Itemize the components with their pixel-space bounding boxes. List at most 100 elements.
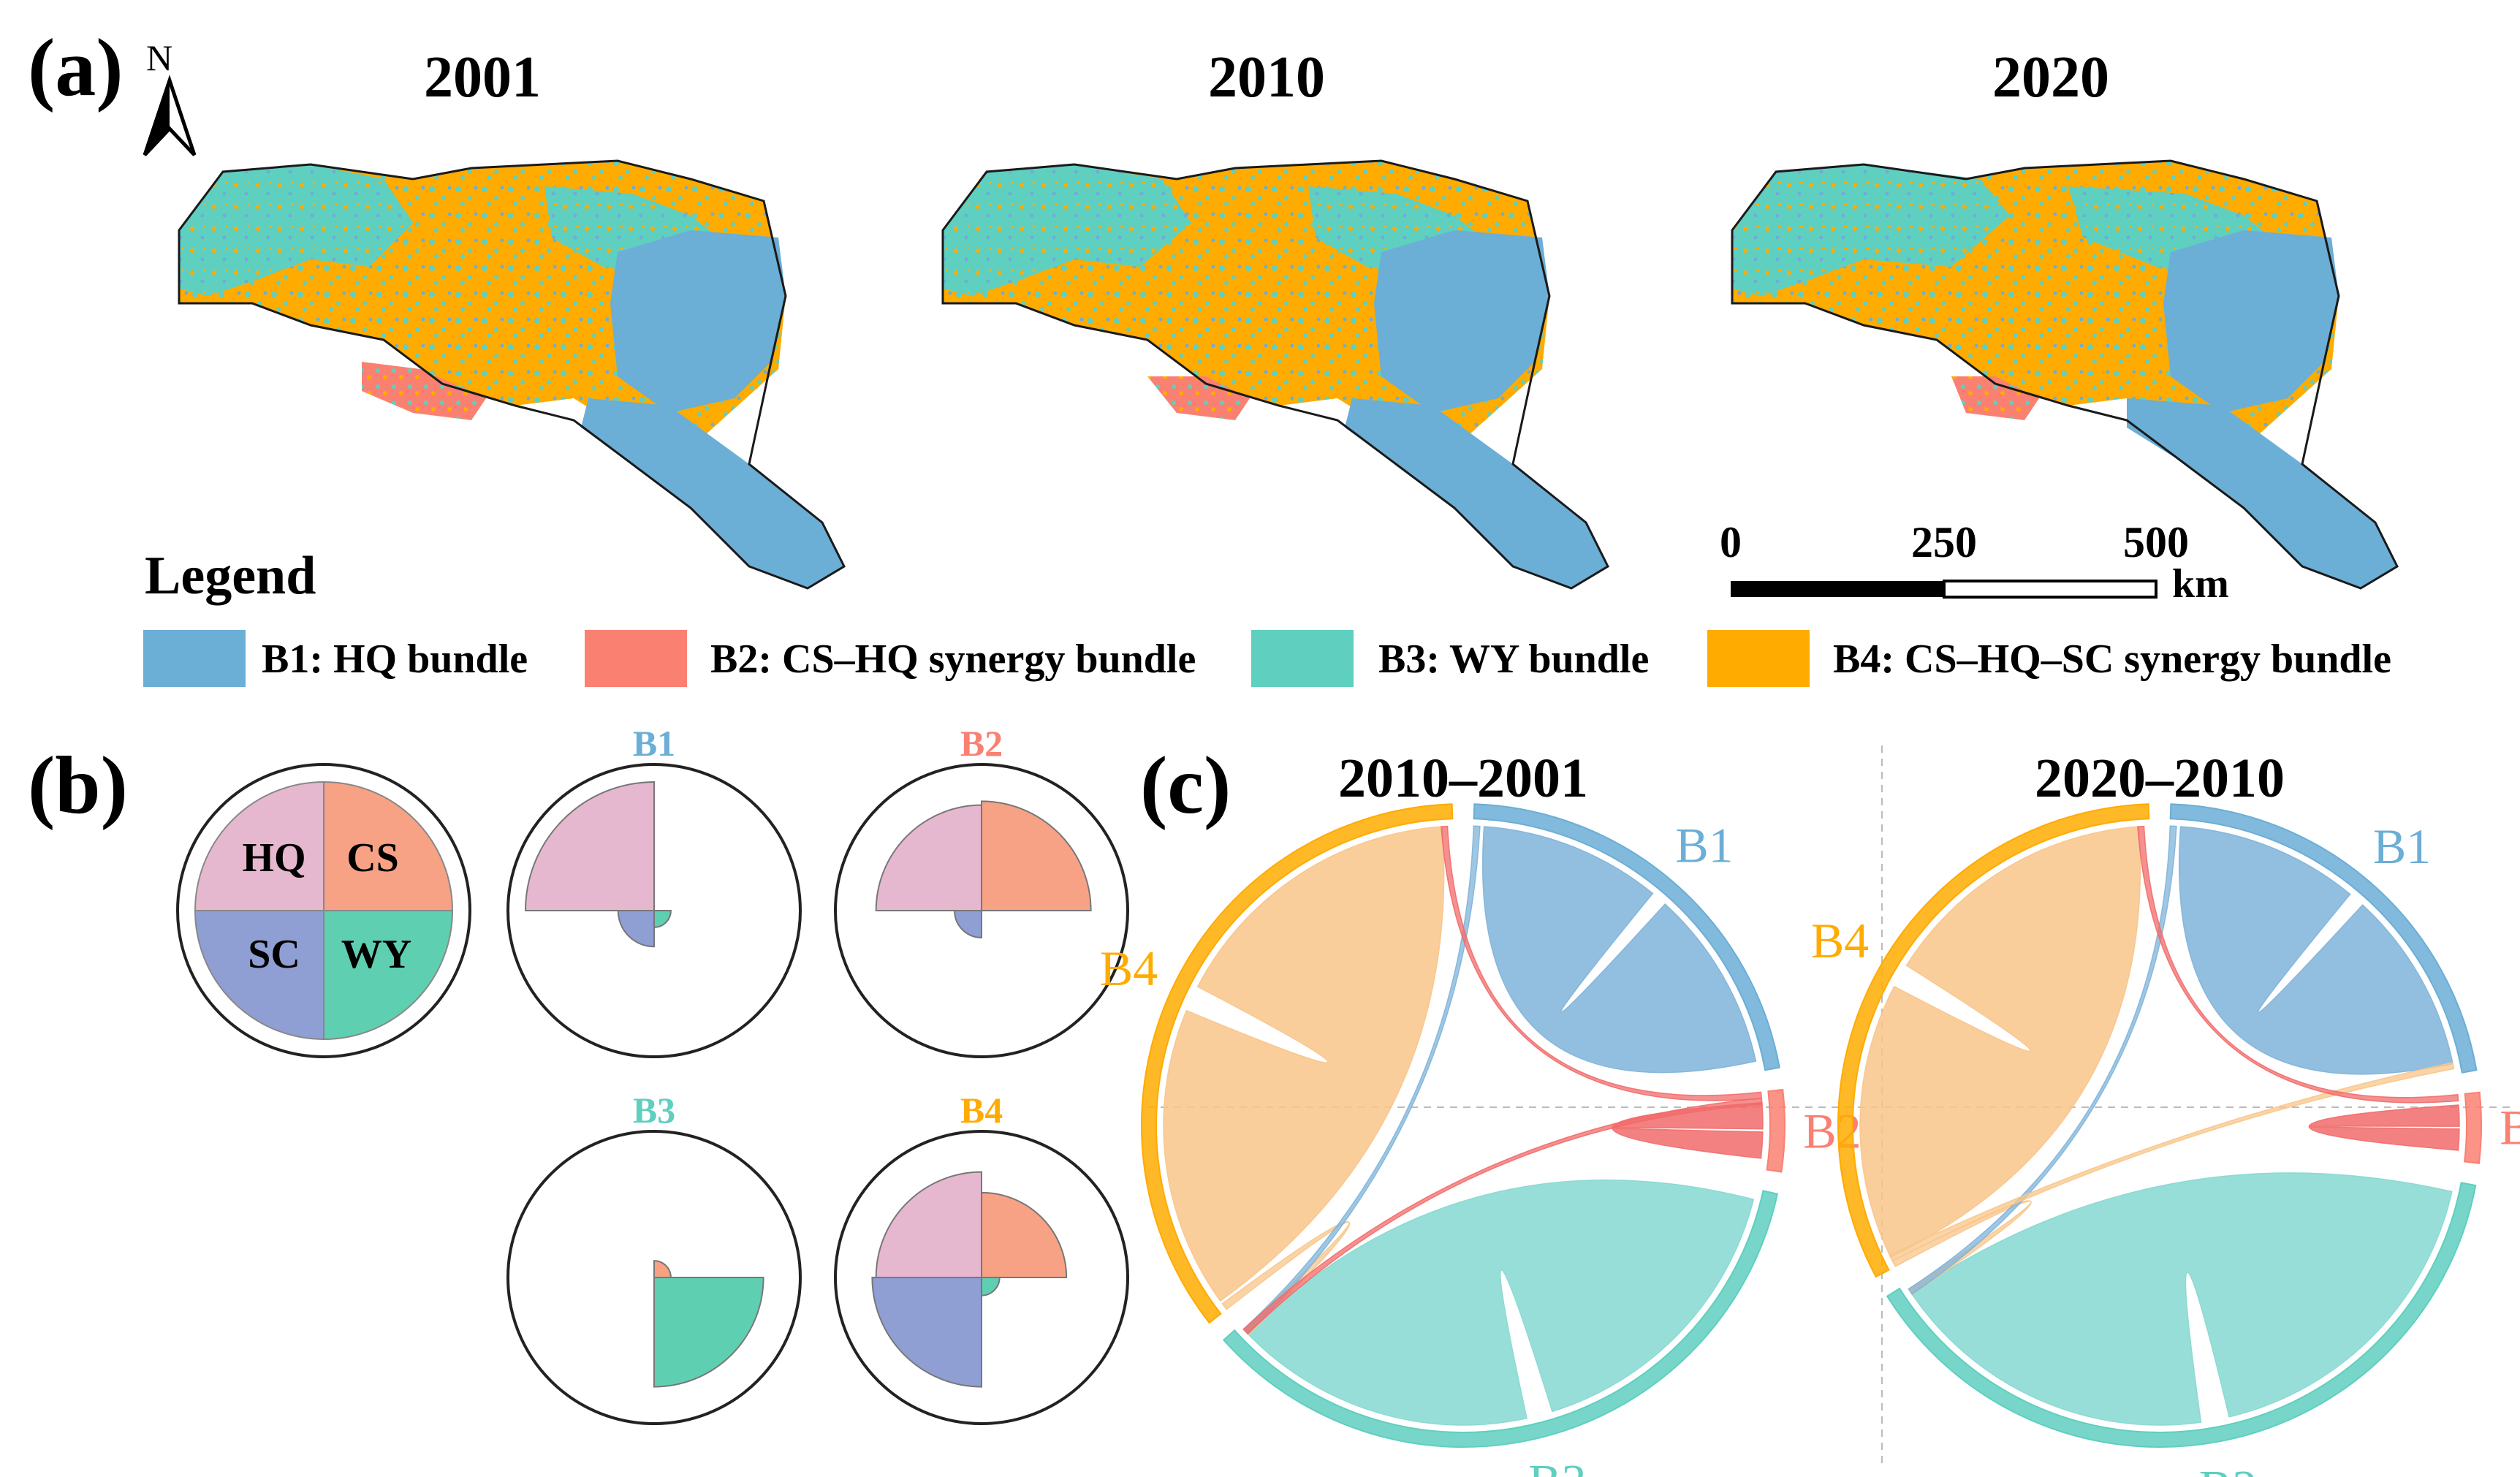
rose-sector-hq <box>875 1171 982 1278</box>
region-b1-east <box>2163 230 2339 413</box>
scale-bar-black <box>1731 581 1944 597</box>
key-label-hq: HQ <box>242 835 305 881</box>
key-label-sc: SC <box>248 932 300 977</box>
legend-label-b3: B3: WY bundle <box>1378 637 1649 682</box>
region-b3-west <box>1732 164 2010 296</box>
key-rose-chart: HQ CS SC WY <box>176 763 471 1058</box>
chord-ribbon-b1-b1 <box>2178 826 2454 1075</box>
key-quadrant-sc <box>194 910 325 1041</box>
region-b2-south <box>1951 376 2039 420</box>
rose-sector-wy <box>653 910 672 928</box>
rose-sector-cs <box>981 800 1092 911</box>
chord-title-2: 2020–2010 <box>2035 748 2285 809</box>
chord-ribbon-b4-b4 <box>1859 826 2141 1258</box>
north-label: N <box>146 37 172 78</box>
panel-b-label: (b) <box>28 740 128 831</box>
chord-arc-b4 <box>1837 803 2150 1278</box>
chord-ribbon-b1-b1 <box>1481 826 1757 1074</box>
scale-bar: 0 250 500 km <box>1720 518 2229 607</box>
map-year-2001: 2001 <box>424 45 541 110</box>
chord-ribbon-b2-b4 <box>1441 825 1763 1101</box>
region-b2-south <box>362 362 486 420</box>
bundle-map-2001 <box>178 159 846 590</box>
chord-ribbon-b3-b3 <box>1910 1172 2453 1426</box>
chord-label-b4: B4 <box>1811 913 1869 968</box>
legend-label-b2: B2: CS–HQ synergy bundle <box>710 637 1196 682</box>
key-label-wy: WY <box>341 932 411 977</box>
chord-arc-b2 <box>2463 1091 2482 1164</box>
chord-title-1: 2010–2001 <box>1338 748 1588 809</box>
chord-label-b1: B1 <box>1675 818 1733 873</box>
legend-swatch-b2 <box>585 630 687 687</box>
chord-ribbon-b4-b4 <box>1163 826 1445 1302</box>
north-arrow: N <box>143 37 197 156</box>
key-label-cs: CS <box>346 835 399 881</box>
chord-arc-b4 <box>1141 803 1454 1324</box>
legend-label-b4: B4: CS–HQ–SC synergy bundle <box>1833 637 2391 682</box>
region-b3-west <box>943 164 1191 296</box>
chord-arc-b2 <box>1766 1088 1786 1173</box>
rose-title-b1: B1 <box>633 723 675 764</box>
chord-ribbon-b2-b4 <box>2137 825 2459 1104</box>
legend-label-b1: B1: HQ bundle <box>262 637 528 682</box>
chord-ribbon-b1-b3 <box>1908 825 2177 1295</box>
rose-chart-b1: B1 <box>506 723 802 1058</box>
key-quadrant-hq <box>194 781 325 911</box>
region-b1-tail <box>2127 398 2397 588</box>
rose-sector-wy <box>981 1277 1001 1296</box>
region-b1-tail <box>1345 398 1608 588</box>
region-b1-east <box>1374 230 1549 413</box>
panel-a-label: (a) <box>28 23 124 113</box>
rose-chart-b4: B4 <box>834 1090 1129 1425</box>
bundle-map-2020 <box>1731 159 2399 590</box>
chord-arc-b1 <box>2169 803 2478 1074</box>
panel-a: (a) N 2001 2010 2020 <box>28 23 2399 687</box>
legend-title: Legend <box>145 546 316 606</box>
chord-label-b3: B3 <box>1528 1454 1586 1477</box>
chord-label-b2: B2 <box>2500 1100 2520 1155</box>
map-outline <box>1731 159 2399 590</box>
chord-arc-b3 <box>1886 1182 2477 1448</box>
scale-tick-500: 500 <box>2123 518 2189 566</box>
rose-sector-wy <box>653 1277 764 1388</box>
legend-swatch-b4 <box>1707 630 1810 687</box>
chord-arc-b1 <box>1473 803 1780 1071</box>
chord-diagram-2: B1 B2 B3 B4 <box>1811 803 2520 1477</box>
legend: Legend B1: HQ bundle B2: CS–HQ synergy b… <box>143 546 2391 687</box>
chord-ribbon-b2-b3 <box>1242 1098 1763 1335</box>
rose-chart-b2: B2 <box>834 723 1129 1058</box>
rose-sector-sc <box>617 910 655 948</box>
rose-sector-cs <box>981 1191 1068 1278</box>
rose-title-b4: B4 <box>960 1090 1003 1131</box>
rose-chart-b3: B3 <box>506 1090 802 1425</box>
chord-label-b3: B3 <box>2199 1459 2257 1477</box>
map-outline <box>941 159 1609 590</box>
region-b1-tail <box>581 398 844 588</box>
map-year-2020: 2020 <box>1992 45 2109 110</box>
rose-sector-hq <box>875 804 982 911</box>
region-b1-east <box>610 230 786 413</box>
scale-unit: km <box>2172 561 2229 607</box>
chord-diagrams: B1B2B3B4B1B2B3B4 <box>1100 803 2520 1477</box>
rose-title-b2: B2 <box>960 723 1003 764</box>
bundle-rose-charts: B1 B2 B3 B4 <box>506 723 1129 1425</box>
scale-bar-white <box>1943 580 2157 599</box>
chord-ribbon-b4-b1 <box>1889 1062 2455 1262</box>
region-b3-west <box>179 164 413 296</box>
panel-c: (c) 2010–2001 2020–2010 B1B2B3B4B1B2B3B4 <box>1100 740 2520 1477</box>
legend-swatch-b1 <box>143 630 246 687</box>
scale-tick-0: 0 <box>1720 518 1742 566</box>
bundle-map-2010 <box>941 159 1609 590</box>
chord-label-b1: B1 <box>2373 819 2431 874</box>
chord-ribbon-b3-b3 <box>1246 1179 1755 1426</box>
rose-sector-sc <box>871 1277 982 1388</box>
panel-b: (b) HQ CS SC WY B1 B2 B3 B4 <box>28 723 1129 1425</box>
chord-ribbon-b2-b2 <box>2308 1104 2460 1151</box>
legend-swatch-b3 <box>1251 630 1354 687</box>
region-b2-south <box>1147 376 1250 420</box>
rose-title-b3: B3 <box>633 1090 675 1131</box>
rose-sector-hq <box>524 781 655 911</box>
chord-arc-b3 <box>1222 1190 1779 1448</box>
